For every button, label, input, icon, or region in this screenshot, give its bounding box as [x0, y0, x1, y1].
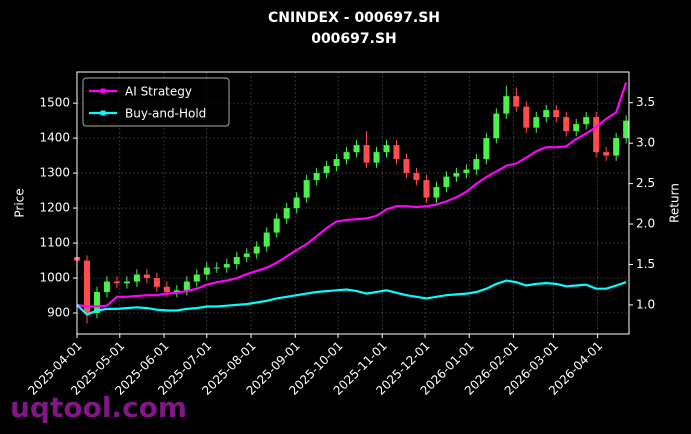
candle-body [513, 96, 520, 107]
series-line [76, 279, 627, 316]
y-tick-label: 1000 [39, 271, 70, 285]
candle-body [83, 260, 90, 314]
candle-body [323, 166, 330, 174]
candle-body [233, 257, 240, 265]
chart-subtitle: 000697.SH [311, 31, 397, 47]
legend-box [82, 77, 230, 127]
candle-body [153, 278, 160, 287]
candle-body [603, 152, 610, 156]
candle-body [303, 180, 310, 198]
y-tick-label: 1500 [39, 96, 70, 110]
y2-tick-label: 1.0 [636, 297, 655, 311]
y-tick-label: 1400 [39, 131, 70, 145]
candle-body [503, 96, 510, 114]
candle-body [543, 110, 550, 118]
legend-label: Buy-and-Hold [125, 107, 206, 121]
candle-body [163, 286, 170, 293]
y-tick-label: 1300 [39, 166, 70, 180]
candle-body [283, 208, 290, 219]
y2-tick-label: 2.0 [636, 217, 655, 231]
candle-body [553, 110, 560, 118]
candle-body [383, 145, 390, 153]
candle-body [413, 173, 420, 181]
candle-body [373, 152, 380, 163]
watermark: uqtool.com [10, 391, 187, 424]
y-tick-label: 900 [47, 306, 70, 320]
candle-body [523, 106, 530, 128]
candle-body [223, 264, 230, 268]
candle-body [333, 159, 340, 167]
y2-axis-label: Return [668, 183, 682, 223]
candle-body [613, 138, 620, 156]
candle-body [143, 274, 150, 279]
candle-body [263, 232, 270, 247]
legend-marker [100, 110, 106, 116]
y-axis-label: Price [13, 188, 27, 217]
candle-body [313, 173, 320, 181]
candle-body [463, 169, 470, 174]
candle-body [183, 281, 190, 291]
candle-body [253, 246, 260, 254]
candle-body [203, 267, 210, 275]
candle-body [343, 152, 350, 160]
chart-title: CNINDEX - 000697.SH [268, 10, 440, 26]
candle-body [353, 145, 360, 153]
candle-body [293, 197, 300, 209]
candle-body [453, 173, 460, 177]
y-tick-label: 1100 [39, 236, 70, 250]
candle-body [433, 187, 440, 198]
candle-body [103, 281, 110, 293]
candle-body [213, 267, 220, 269]
candle-body [363, 145, 370, 163]
candle-body [173, 290, 180, 293]
candle-body [113, 281, 120, 284]
candle-body [483, 138, 490, 160]
candle-body [473, 159, 480, 170]
candle-body [593, 117, 600, 153]
legend-label: AI Strategy [125, 85, 192, 99]
candle-body [133, 274, 140, 282]
candle-body [403, 159, 410, 174]
plot-frame [76, 71, 630, 335]
y2-tick-label: 3.5 [636, 95, 655, 109]
legend-marker [100, 88, 106, 94]
candle-body [93, 292, 100, 314]
candle-body [193, 274, 200, 282]
candle-body [273, 218, 280, 233]
candle-body [623, 120, 630, 139]
candle-body [493, 113, 500, 139]
candle-body [423, 180, 430, 198]
y2-tick-label: 2.5 [636, 176, 655, 190]
candle-body [573, 124, 580, 132]
candle-body [123, 281, 130, 284]
series-line [76, 82, 628, 308]
candle-body [243, 253, 250, 258]
candle-body [563, 117, 570, 132]
y-tick-label: 1200 [39, 201, 70, 215]
candle-body [443, 176, 450, 188]
y2-tick-label: 1.5 [636, 257, 655, 271]
candle-body [533, 117, 540, 128]
candle-body [393, 145, 400, 160]
candle-body [583, 117, 590, 125]
y2-tick-label: 3.0 [636, 136, 655, 150]
